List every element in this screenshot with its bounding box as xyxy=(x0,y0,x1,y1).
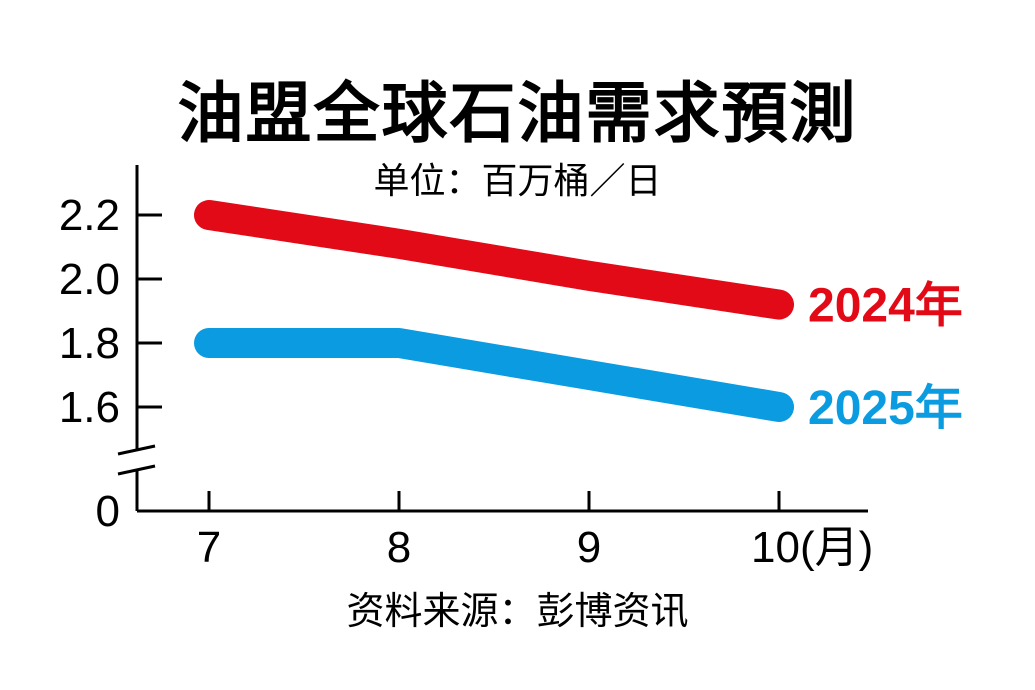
series-lines xyxy=(194,200,794,422)
y-tick-label: 1.6 xyxy=(59,383,120,432)
chart-title: 油盟全球石油需求預測 xyxy=(177,75,858,152)
axis-break-mark xyxy=(117,444,156,456)
series-label: 2024年 xyxy=(808,280,963,333)
axis-break-mark xyxy=(117,464,156,476)
chart-unit-subtitle: 单位：百万桶／日 xyxy=(373,161,662,202)
axes: 2.2 2.0 1.8 1.6 0 7 8 9 10(月) xyxy=(59,165,873,572)
y-tick-label: 2.2 xyxy=(59,191,120,240)
y-tick-label: 0 xyxy=(96,487,120,536)
source-note: 资料来源：彭博资讯 xyxy=(346,589,689,633)
series-label: 2025年 xyxy=(808,382,963,435)
x-tick-label: 10(月) xyxy=(751,523,873,572)
x-tick-label: 7 xyxy=(197,523,221,572)
series-line-2024年 xyxy=(194,200,794,320)
series-line-2025年 xyxy=(194,328,794,422)
x-tick-label: 8 xyxy=(387,523,411,572)
y-tick-label: 1.8 xyxy=(59,319,120,368)
series-labels: 2024年 2025年 xyxy=(808,280,963,435)
x-tick-label: 9 xyxy=(577,523,601,572)
y-tick-label: 2.0 xyxy=(59,255,120,304)
